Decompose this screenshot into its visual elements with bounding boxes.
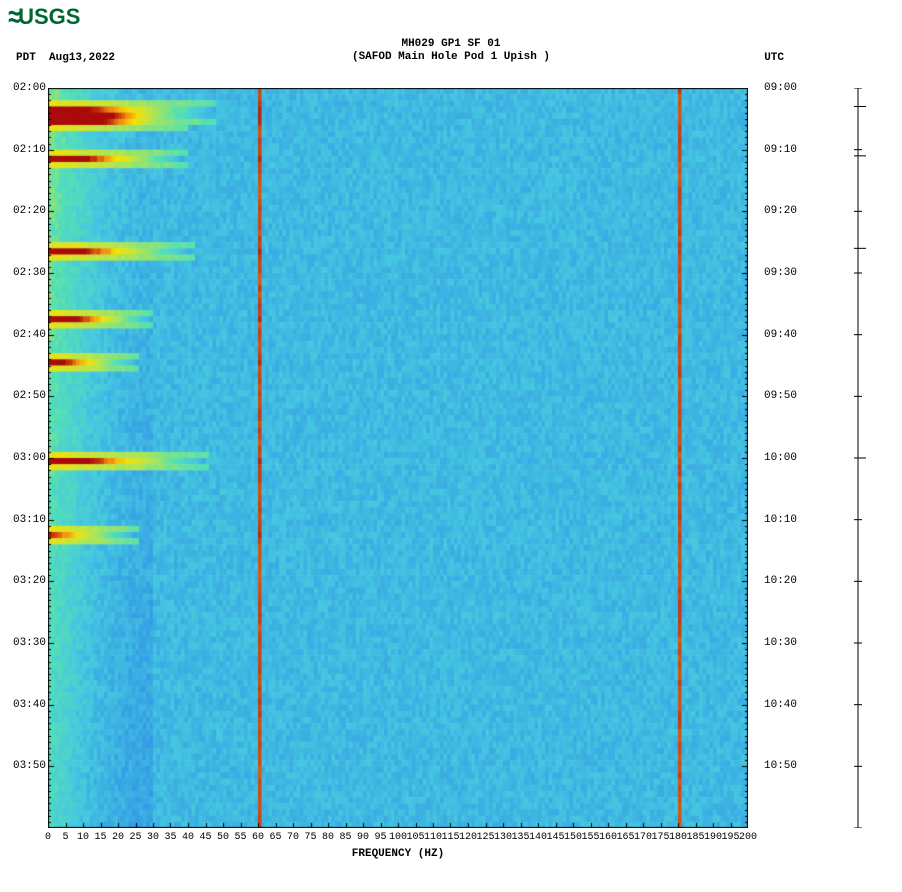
y-right-tick: 09:50 xyxy=(764,390,797,402)
y-left-tick: 02:50 xyxy=(13,390,46,402)
x-tick: 5 xyxy=(62,832,68,843)
x-tick: 190 xyxy=(704,832,722,843)
date-label: Aug13,2022 xyxy=(49,52,115,64)
x-tick: 150 xyxy=(564,832,582,843)
x-tick: 25 xyxy=(129,832,141,843)
x-tick: 65 xyxy=(269,832,281,843)
x-tick: 45 xyxy=(199,832,211,843)
x-tick: 80 xyxy=(322,832,334,843)
y-left-tick: 02:20 xyxy=(13,205,46,217)
x-tick: 200 xyxy=(739,832,757,843)
x-axis-title: FREQUENCY (HZ) xyxy=(48,848,748,860)
y-right-tick: 09:20 xyxy=(764,205,797,217)
x-tick: 30 xyxy=(147,832,159,843)
y-left-tick: 03:50 xyxy=(13,760,46,772)
y-left-tick: 02:40 xyxy=(13,329,46,341)
x-tick: 85 xyxy=(339,832,351,843)
y-right-tick: 10:50 xyxy=(764,760,797,772)
x-tick: 15 xyxy=(94,832,106,843)
y-left-tick: 03:10 xyxy=(13,514,46,526)
chart-title: MH029 GP1 SF 01 xyxy=(0,38,902,50)
x-tick: 140 xyxy=(529,832,547,843)
y-right-axis: 09:0009:1009:2009:3009:4009:5010:0010:10… xyxy=(760,88,814,828)
left-timezone: PDT Aug13,2022 xyxy=(16,52,115,64)
y-left-tick: 03:20 xyxy=(13,575,46,587)
x-tick: 100 xyxy=(389,832,407,843)
right-timezone: UTC xyxy=(764,52,784,64)
x-tick: 10 xyxy=(77,832,89,843)
x-tick: 180 xyxy=(669,832,687,843)
y-left-tick: 03:00 xyxy=(13,452,46,464)
y-right-tick: 10:00 xyxy=(764,452,797,464)
x-tick: 145 xyxy=(546,832,564,843)
x-tick: 90 xyxy=(357,832,369,843)
y-right-tick: 10:30 xyxy=(764,637,797,649)
x-tick: 60 xyxy=(252,832,264,843)
x-tick: 110 xyxy=(424,832,442,843)
x-tick: 105 xyxy=(406,832,424,843)
x-tick: 95 xyxy=(374,832,386,843)
x-tick: 175 xyxy=(651,832,669,843)
x-tick: 35 xyxy=(164,832,176,843)
x-tick: 70 xyxy=(287,832,299,843)
x-tick: 55 xyxy=(234,832,246,843)
y-left-tick: 02:00 xyxy=(13,82,46,94)
usgs-logo: ≈USGS xyxy=(8,4,80,30)
spectrogram-canvas xyxy=(48,88,748,828)
x-tick: 20 xyxy=(112,832,124,843)
x-tick: 160 xyxy=(599,832,617,843)
y-right-tick: 09:30 xyxy=(764,267,797,279)
x-tick: 170 xyxy=(634,832,652,843)
x-tick: 195 xyxy=(721,832,739,843)
y-right-tick: 10:40 xyxy=(764,699,797,711)
x-tick: 155 xyxy=(581,832,599,843)
y-right-tick: 09:40 xyxy=(764,329,797,341)
usgs-logo-text: USGS xyxy=(18,4,80,29)
left-tz-label: PDT xyxy=(16,52,36,64)
y-right-tick: 09:10 xyxy=(764,144,797,156)
right-minor-axis xyxy=(854,88,874,828)
x-tick: 40 xyxy=(182,832,194,843)
x-tick: 135 xyxy=(511,832,529,843)
x-tick: 165 xyxy=(616,832,634,843)
x-tick: 0 xyxy=(45,832,51,843)
y-left-tick: 03:30 xyxy=(13,637,46,649)
x-tick: 115 xyxy=(441,832,459,843)
y-left-tick: 02:30 xyxy=(13,267,46,279)
x-tick: 50 xyxy=(217,832,229,843)
y-left-tick: 02:10 xyxy=(13,144,46,156)
y-right-tick: 10:20 xyxy=(764,575,797,587)
y-left-tick: 03:40 xyxy=(13,699,46,711)
x-tick: 130 xyxy=(494,832,512,843)
y-right-tick: 10:10 xyxy=(764,514,797,526)
x-tick: 75 xyxy=(304,832,316,843)
x-tick: 185 xyxy=(686,832,704,843)
x-tick: 125 xyxy=(476,832,494,843)
y-left-axis: 02:0002:1002:2002:3002:4002:5003:0003:10… xyxy=(4,88,46,828)
y-right-tick: 09:00 xyxy=(764,82,797,94)
x-tick: 120 xyxy=(459,832,477,843)
